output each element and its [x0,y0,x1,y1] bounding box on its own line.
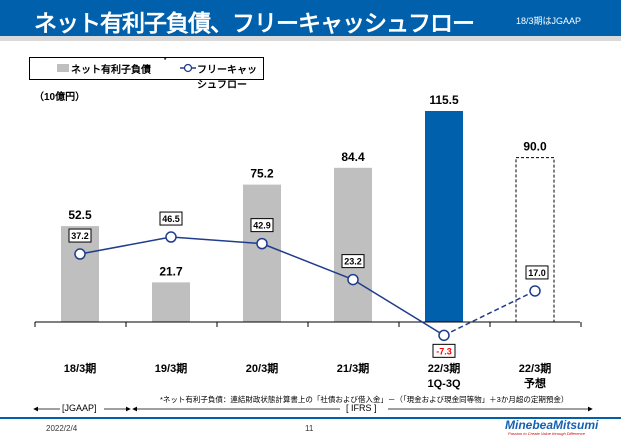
company-logo: MinebeaMitsumi [505,418,599,432]
fcf-label-box [525,265,549,280]
fcf-point [529,285,541,297]
footer-divider [0,417,621,419]
category-label: 予想 [524,376,546,390]
legend-bar-label: ネット有利子負債 [71,65,151,76]
fcf-value-label: 37.2 [71,231,89,241]
category-label: 22/3期 [519,361,551,375]
fcf-value-label: 42.9 [253,221,271,231]
footnote: *ネット有利子負債：連結財政状態計算書上の「社債および借入金」－（「現金および現… [160,395,569,404]
fcf-value-label: 17.0 [528,268,546,278]
fcf-line-segment [261,242,354,281]
fcf-point [256,237,268,250]
legend-bar-swatch [57,64,69,72]
fcf-label-box [159,211,183,226]
category-label: 21/3期 [337,361,369,375]
fcf-line-segment [443,290,536,337]
chart-legend: ネット有利子負債 * フリーキャッシュフロー [29,57,264,91]
category-label: 1Q-3Q [427,378,460,390]
logo-tagline: Passion to Create Value through Differen… [508,431,586,436]
bar-value-label: 84.4 [341,150,365,164]
fcf-point [438,329,450,342]
fcf-label-box [250,218,274,233]
fcf-point [347,273,359,286]
fcf-line-segment [170,236,263,245]
fcf-label-box [432,343,456,358]
fcf-line-segment [79,236,172,255]
bar [152,282,190,322]
fcf-value-label: -7.3 [436,346,452,356]
unit-label: （10億円） [34,92,86,103]
legend-line-swatch [180,63,196,73]
fcf-point [74,248,86,260]
fcf-point [165,231,177,243]
bar-value-label: 75.2 [250,167,274,181]
bar-value-label: 90.0 [523,140,547,154]
category-label: 18/3期 [64,361,96,375]
legend-bar-mark: * [164,58,167,64]
bar-value-label: 21.7 [159,264,183,278]
fcf-value-label: 23.2 [344,257,362,267]
fcf-line-segment [352,278,445,336]
header-note: 18/3期はJGAAP [515,16,581,26]
bar [243,184,281,322]
legend-line-label: フリーキャッシュフロー [197,65,257,91]
fcf-label-box [341,254,365,269]
ifrs-period-label: [ IFRS ] [346,403,377,413]
fcf-value-label: 46.5 [162,214,180,224]
header-bar: ネット有利子負債、フリーキャッシュフロー 18/3期はJGAAP [0,0,621,36]
bar [425,110,463,322]
footer-date: 2022/2/4 [46,424,78,433]
bar-value-label: 52.5 [68,208,92,222]
page-title: ネット有利子負債、フリーキャッシュフロー [34,10,475,36]
category-label: 19/3期 [155,361,187,375]
header-divider [0,36,621,41]
category-label: 20/3期 [246,361,278,375]
bar-value-label: 115.5 [429,93,459,107]
page-number: 11 [305,424,314,433]
bar [334,167,372,322]
fcf-label-box [68,228,92,243]
category-label: 22/3期 [428,361,460,375]
jgaap-period-label: [JGAAP] [62,403,97,413]
